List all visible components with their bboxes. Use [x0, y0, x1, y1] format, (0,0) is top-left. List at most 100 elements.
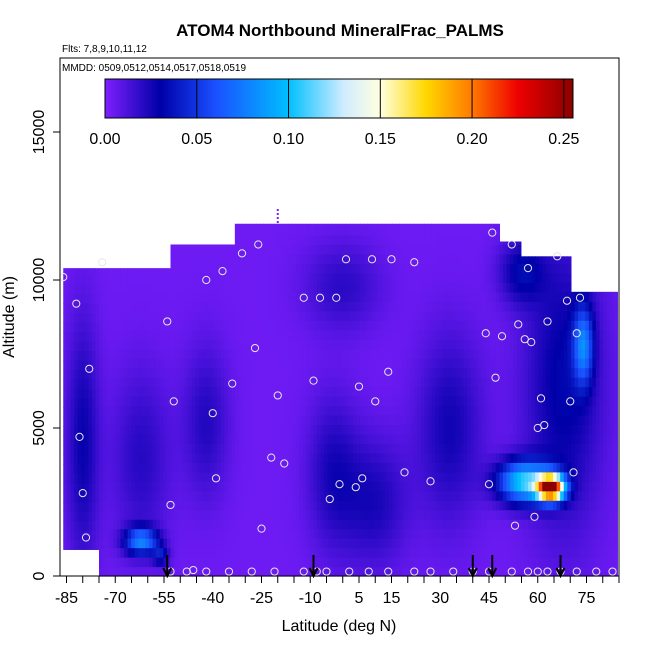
heatmap-cell — [152, 339, 157, 350]
heatmap-cell — [334, 443, 340, 454]
heatmap-cell — [520, 481, 526, 492]
heatmap-cell — [342, 329, 347, 340]
heatmap-cell — [542, 282, 547, 293]
heatmap-cell — [170, 547, 175, 558]
heatmap-cell — [513, 519, 518, 530]
heatmap-cell — [456, 547, 461, 558]
heatmap-cell — [124, 538, 129, 549]
heatmap-cell — [292, 253, 297, 265]
heatmap-cell — [274, 244, 279, 255]
heatmap-cell — [284, 396, 290, 407]
heatmap-cell — [517, 386, 522, 397]
heatmap-cell — [81, 331, 86, 342]
heatmap-cell — [435, 481, 440, 492]
heatmap-cell — [549, 557, 554, 568]
heatmap-cell — [410, 509, 415, 520]
heatmap-cell — [134, 566, 139, 577]
heatmap-cell — [402, 367, 408, 378]
heatmap-cell — [181, 509, 186, 520]
heatmap-cell — [424, 490, 429, 501]
heatmap-cell — [463, 424, 468, 435]
heatmap-cell — [238, 443, 243, 454]
heatmap-cell — [174, 310, 179, 321]
heatmap-cell — [495, 367, 500, 378]
heatmap-cell — [120, 339, 125, 350]
heatmap-cell — [156, 405, 161, 416]
heatmap-cell — [81, 483, 86, 494]
heatmap-cell — [81, 426, 86, 437]
heatmap-cell — [259, 538, 265, 549]
heatmap-cell — [542, 256, 547, 265]
heatmap-cell — [445, 405, 450, 416]
heatmap-cell — [456, 291, 461, 302]
heatmap-cell — [363, 396, 368, 407]
heatmap-cell — [181, 538, 186, 549]
heatmap-cell — [209, 396, 214, 407]
heatmap-cell — [99, 405, 104, 416]
heatmap-cell — [556, 414, 561, 426]
heatmap-cell — [113, 367, 118, 378]
heatmap-cell — [170, 500, 175, 511]
heatmap-cell — [134, 358, 139, 369]
heatmap-cell — [345, 433, 350, 444]
heatmap-cell — [159, 500, 164, 511]
heatmap-cell — [70, 397, 75, 408]
heatmap-cell — [324, 528, 329, 539]
heatmap-cell — [66, 407, 71, 418]
heatmap-cell — [299, 452, 304, 463]
heatmap-cell — [520, 500, 526, 511]
heatmap-cell — [134, 519, 139, 530]
heatmap-cell — [477, 414, 483, 426]
heatmap-cell — [299, 253, 304, 265]
heatmap-cell — [528, 358, 533, 369]
heatmap-cell — [124, 272, 129, 283]
heatmap-cell — [356, 405, 361, 416]
heatmap-cell — [63, 284, 68, 295]
heatmap-cell — [102, 405, 107, 416]
heatmap-cell — [420, 433, 425, 444]
heatmap-cell — [288, 310, 293, 321]
heatmap-cell — [131, 547, 136, 558]
heatmap-cell — [381, 339, 386, 350]
heatmap-cell — [395, 329, 400, 340]
heatmap-cell — [402, 244, 408, 255]
heatmap-cell — [81, 473, 86, 484]
heatmap-cell — [535, 310, 540, 321]
heatmap-cell — [199, 490, 204, 501]
heatmap-cell — [413, 358, 418, 369]
heatmap-cell — [492, 519, 497, 530]
heatmap-cell — [524, 320, 529, 331]
heatmap-cell — [188, 291, 193, 302]
heatmap-cell — [510, 329, 515, 340]
heatmap-cell — [410, 528, 415, 539]
heatmap-cell — [242, 367, 247, 378]
heatmap-cell — [445, 223, 450, 227]
heatmap-cell — [113, 301, 118, 312]
heatmap-cell — [106, 282, 111, 293]
heatmap-cell — [156, 414, 161, 426]
heatmap-cell — [402, 291, 408, 302]
heatmap-cell — [206, 490, 211, 501]
heatmap-cell — [234, 348, 240, 359]
heatmap-cell — [242, 528, 247, 539]
heatmap-cell — [388, 329, 393, 340]
heatmap-cell — [474, 263, 479, 274]
heatmap-cell — [463, 282, 468, 293]
heatmap-cell — [334, 358, 340, 369]
heatmap-cell — [99, 424, 104, 435]
heatmap-cell — [292, 272, 297, 283]
heatmap-cell — [109, 500, 114, 511]
heatmap-cell — [477, 566, 483, 577]
heatmap-cell — [349, 348, 354, 359]
heatmap-cell — [553, 272, 558, 283]
heatmap-cell — [338, 396, 343, 407]
heatmap-cell — [288, 452, 293, 463]
heatmap-cell — [481, 566, 486, 577]
heatmap-cell — [170, 443, 175, 454]
heatmap-cell — [502, 272, 508, 283]
heatmap-cell — [538, 348, 543, 359]
heatmap-cell — [206, 528, 211, 539]
heatmap-cell — [66, 388, 71, 399]
heatmap-cell — [374, 414, 379, 426]
heatmap-cell — [506, 301, 511, 312]
